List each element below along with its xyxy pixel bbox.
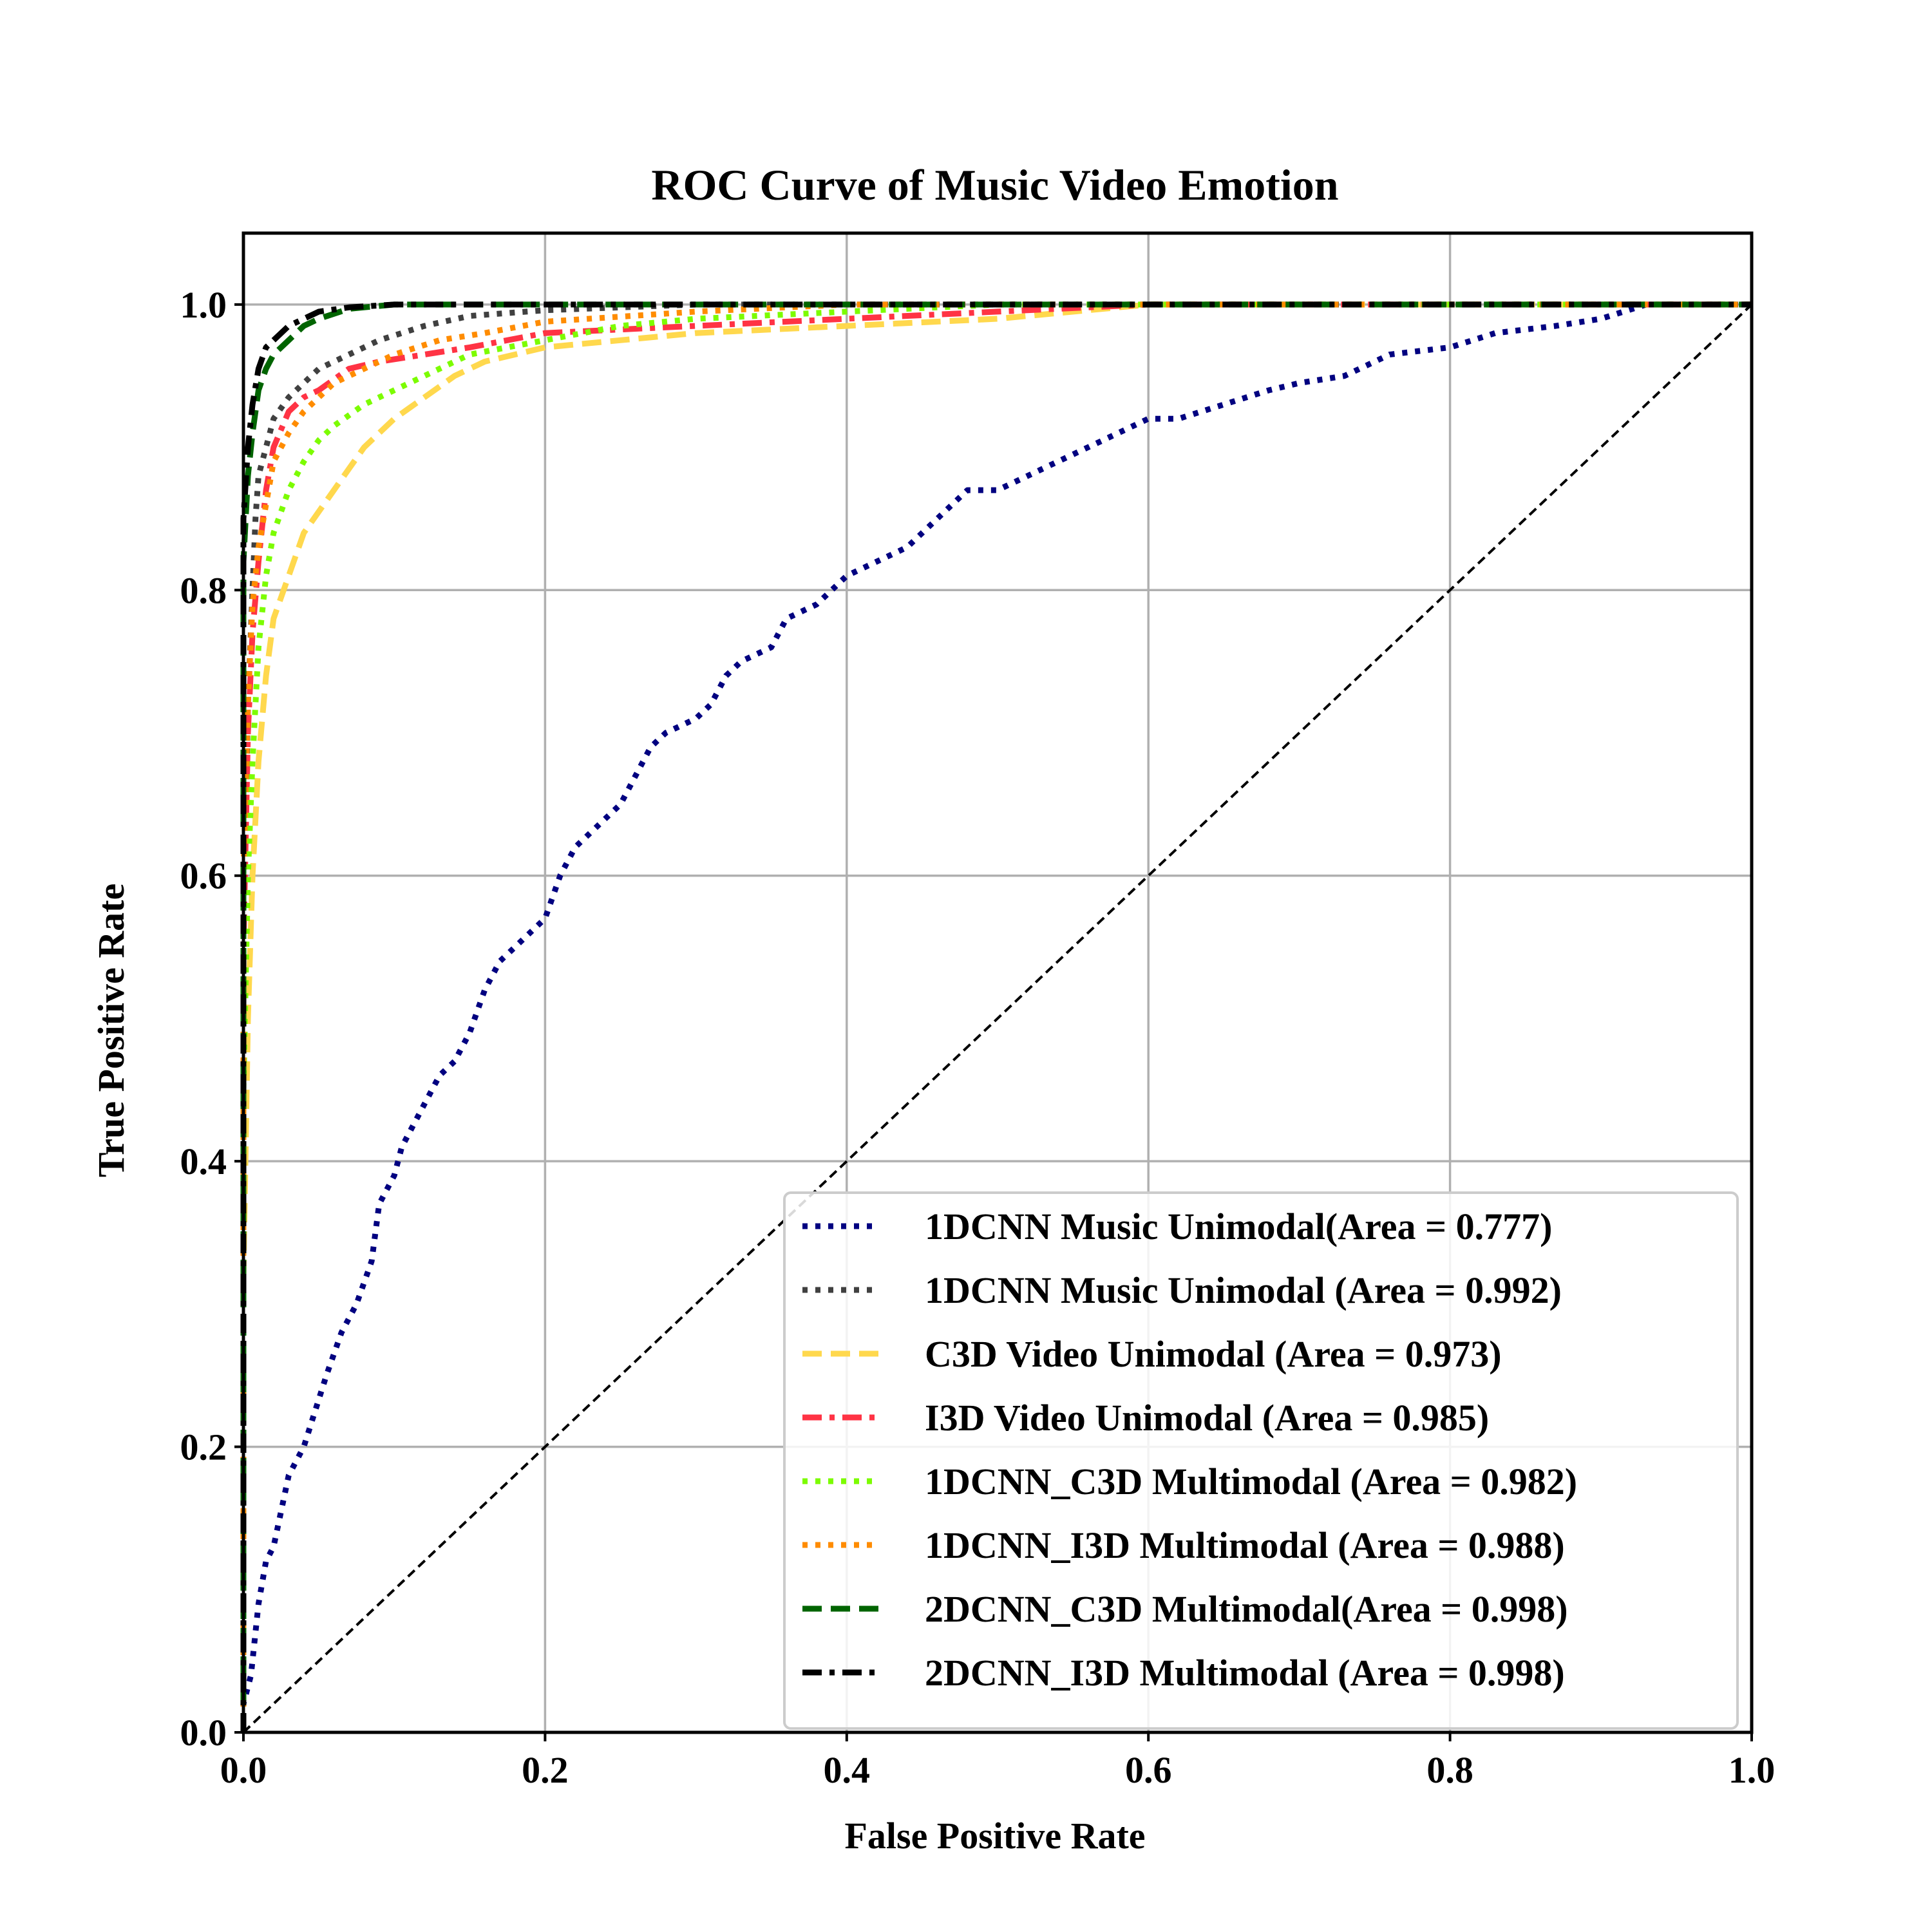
legend-label-0: 1DCNN Music Unimodal(Area = 0.777) xyxy=(925,1206,1552,1247)
roc-series-line-0 xyxy=(240,301,1752,1732)
legend-label-4: 1DCNN_C3D Multimodal (Area = 0.982) xyxy=(925,1461,1577,1502)
roc-series-line-2 xyxy=(240,301,1752,1732)
x-tick-label-1: 0.2 xyxy=(522,1749,569,1791)
legend-label-6: 2DCNN_C3D Multimodal(Area = 0.998) xyxy=(925,1588,1568,1630)
legend-label-3: I3D Video Unimodal (Area = 0.985) xyxy=(925,1397,1489,1439)
y-axis-label: True Positive Rate xyxy=(90,884,132,1177)
grid-layer xyxy=(242,233,1753,1734)
legend-label-7: 2DCNN_I3D Multimodal (Area = 0.998) xyxy=(925,1652,1565,1694)
legend: 1DCNN Music Unimodal(Area = 0.777) 1DCNN … xyxy=(783,1191,1739,1730)
x-tick-label-2: 0.4 xyxy=(824,1749,871,1791)
legend-box xyxy=(783,1191,1739,1730)
y-tick-label-0: 0.0 xyxy=(180,1712,227,1754)
x-axis-label: False Positive Rate xyxy=(844,1815,1145,1857)
legend-label-2: C3D Video Unimodal (Area = 0.973) xyxy=(925,1333,1502,1375)
ticks-layer: 0.0 0.2 0.4 0.6 0.8 1.0 0.0 0.2 0.4 0.6 0.8 1.0 xyxy=(180,284,1776,1791)
y-tick-label-3: 0.6 xyxy=(180,855,227,897)
x-tick-label-3: 0.6 xyxy=(1125,1749,1172,1791)
y-tick-label-1: 0.2 xyxy=(180,1426,227,1468)
y-tick-label-5: 1.0 xyxy=(180,284,227,326)
y-tick-label-4: 0.8 xyxy=(180,569,227,611)
series-layer xyxy=(240,301,1753,1734)
chart-title: ROC Curve of Music Video Emotion xyxy=(651,160,1338,209)
chance-diagonal-line xyxy=(242,303,1753,1734)
legend-label-5: 1DCNN_I3D Multimodal (Area = 0.988) xyxy=(925,1524,1565,1566)
roc-series-line-4 xyxy=(240,301,1752,1732)
x-tick-label-0: 0.0 xyxy=(220,1749,267,1791)
x-tick-label-4: 0.8 xyxy=(1426,1749,1473,1791)
legend-label-1: 1DCNN Music Unimodal (Area = 0.992) xyxy=(925,1269,1562,1311)
y-tick-label-2: 0.4 xyxy=(180,1141,227,1182)
x-tick-label-5: 1.0 xyxy=(1728,1749,1776,1791)
roc-series-line-7 xyxy=(240,301,1752,1732)
plot-frame xyxy=(242,231,1754,1734)
